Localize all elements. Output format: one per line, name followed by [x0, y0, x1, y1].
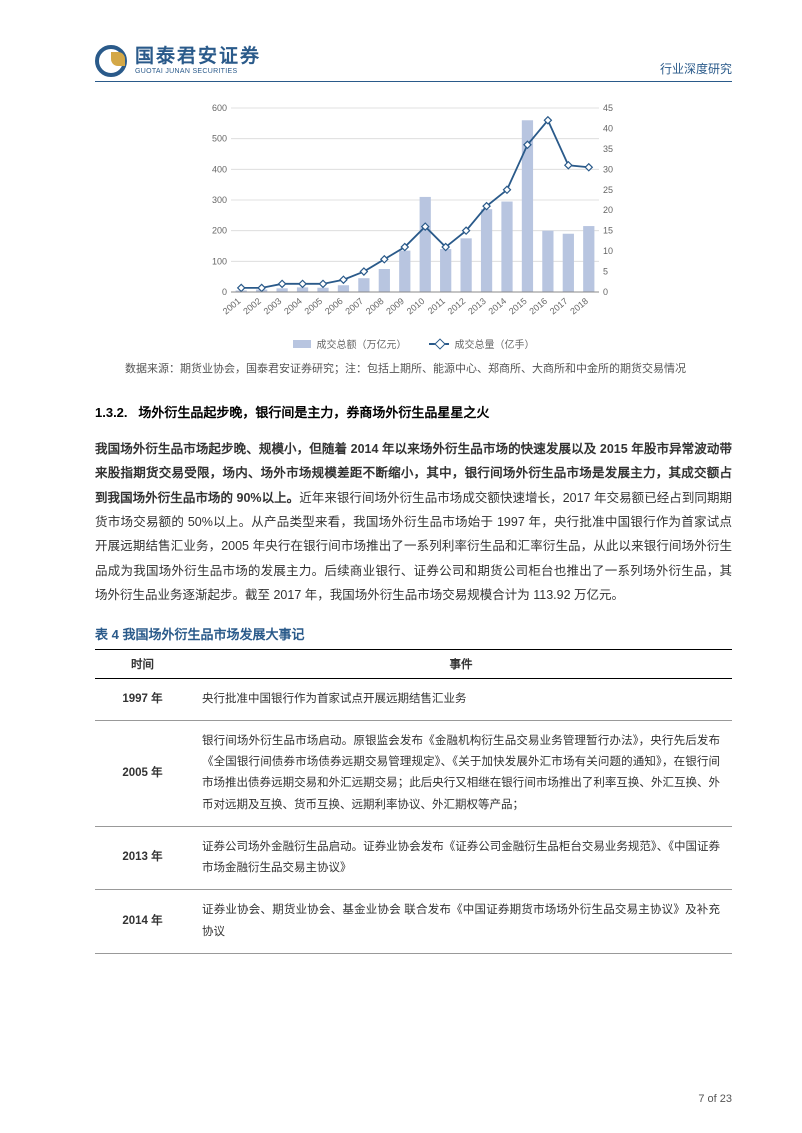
- svg-text:2014: 2014: [486, 296, 508, 317]
- chart-source-note: 数据来源：期货业协会，国泰君安证券研究；注：包括上期所、能源中心、郑商所、大商所…: [125, 359, 702, 380]
- table-row: 2005 年银行间场外衍生品市场启动。原银监会发布《金融机构衍生品交易业务管理暂…: [95, 720, 732, 826]
- svg-text:30: 30: [603, 164, 613, 174]
- section-number: 1.3.2.: [95, 405, 128, 420]
- svg-text:25: 25: [603, 185, 613, 195]
- svg-text:500: 500: [211, 134, 226, 144]
- page-header: 国泰君安证券 GUOTAI JUNAN SECURITIES 行业深度研究: [95, 45, 732, 82]
- table-header-row: 时间 事件: [95, 649, 732, 678]
- svg-text:2012: 2012: [445, 296, 467, 317]
- logo-text-wrap: 国泰君安证券 GUOTAI JUNAN SECURITIES: [135, 47, 261, 75]
- svg-text:2002: 2002: [241, 296, 263, 317]
- svg-text:2004: 2004: [282, 296, 304, 317]
- section-title-text: 场外衍生品起步晚，银行间是主力，券商场外衍生品星星之火: [138, 405, 489, 420]
- svg-text:15: 15: [603, 226, 613, 236]
- svg-text:100: 100: [211, 256, 226, 266]
- milestones-table: 时间 事件 1997 年央行批准中国银行作为首家试点开展远期结售汇业务2005 …: [95, 649, 732, 954]
- svg-text:2017: 2017: [547, 296, 569, 317]
- svg-text:2010: 2010: [404, 296, 426, 317]
- futures-combo-chart: 0 100 200 300 400 500 600 0 5 10 15 20 25 30 35 40 45 200…: [199, 100, 629, 330]
- svg-text:400: 400: [211, 164, 226, 174]
- table-cell-year: 2005 年: [95, 720, 190, 826]
- table-cell-year: 2014 年: [95, 890, 190, 954]
- svg-text:35: 35: [603, 144, 613, 154]
- svg-text:2005: 2005: [302, 296, 324, 317]
- logo-group: 国泰君安证券 GUOTAI JUNAN SECURITIES: [95, 45, 261, 77]
- svg-text:300: 300: [211, 195, 226, 205]
- table-cell-event: 银行间场外衍生品市场启动。原银监会发布《金融机构衍生品交易业务管理暂行办法》，央…: [190, 720, 732, 826]
- page-number: 7 of 23: [698, 1093, 732, 1105]
- svg-text:2006: 2006: [322, 296, 344, 317]
- svg-text:2018: 2018: [568, 296, 590, 317]
- table-cell-year: 1997 年: [95, 678, 190, 720]
- table-row: 2013 年证券公司场外金融衍生品启动。证券业协会发布《证券公司金融衍生品柜台交…: [95, 826, 732, 890]
- logo-text-en: GUOTAI JUNAN SECURITIES: [135, 68, 261, 75]
- body-paragraph: 我国场外衍生品市场起步晚、规模小，但随着 2014 年以来场外衍生品市场的快速发…: [95, 437, 732, 608]
- svg-text:40: 40: [603, 123, 613, 133]
- logo-text-cn: 国泰君安证券: [135, 47, 261, 68]
- legend-bar-swatch: [293, 340, 311, 348]
- svg-text:45: 45: [603, 103, 613, 113]
- svg-text:20: 20: [603, 205, 613, 215]
- svg-text:2013: 2013: [466, 296, 488, 317]
- svg-text:2011: 2011: [425, 296, 446, 316]
- table-row: 1997 年央行批准中国银行作为首家试点开展远期结售汇业务: [95, 678, 732, 720]
- table-col-time: 时间: [95, 649, 190, 678]
- table-cell-event: 证券业协会、期货业协会、基金业协会 联合发布《中国证券期货市场场外衍生品交易主协…: [190, 890, 732, 954]
- company-logo-icon: [95, 45, 127, 77]
- legend-line-label: 成交总量（亿手）: [455, 336, 535, 351]
- section-heading: 1.3.2. 场外衍生品起步晚，银行间是主力，券商场外衍生品星星之火: [95, 402, 732, 421]
- svg-text:0: 0: [221, 287, 226, 297]
- svg-text:2008: 2008: [363, 296, 385, 317]
- table-col-event: 事件: [190, 649, 732, 678]
- table-cell-event: 证券公司场外金融衍生品启动。证券业协会发布《证券公司金融衍生品柜台交易业务规范》…: [190, 826, 732, 890]
- svg-text:2009: 2009: [384, 296, 406, 317]
- svg-text:2001: 2001: [220, 296, 242, 317]
- table-body: 1997 年央行批准中国银行作为首家试点开展远期结售汇业务2005 年银行间场外…: [95, 678, 732, 953]
- svg-text:600: 600: [211, 103, 226, 113]
- table-cell-year: 2013 年: [95, 826, 190, 890]
- svg-text:200: 200: [211, 226, 226, 236]
- legend-line-item: 成交总量（亿手）: [429, 336, 535, 351]
- legend-bar-item: 成交总额（万亿元）: [293, 336, 407, 351]
- legend-line-swatch: [429, 343, 449, 345]
- svg-text:10: 10: [603, 246, 613, 256]
- header-category: 行业深度研究: [660, 60, 732, 77]
- table-cell-event: 央行批准中国银行作为首家试点开展远期结售汇业务: [190, 678, 732, 720]
- body-rest-part: 近年来银行间场外衍生品市场成交额快速增长，2017 年交易额已经占到同期期货市场…: [95, 491, 732, 603]
- svg-text:0: 0: [603, 287, 608, 297]
- svg-text:5: 5: [603, 267, 608, 277]
- chart-svg: 0 100 200 300 400 500 600 0 5 10 15 20 25 30 35 40 45 200…: [199, 100, 629, 330]
- svg-text:2003: 2003: [261, 296, 283, 317]
- table-row: 2014 年证券业协会、期货业协会、基金业协会 联合发布《中国证券期货市场场外衍…: [95, 890, 732, 954]
- svg-text:2007: 2007: [343, 296, 365, 317]
- table-title: 表 4 我国场外衍生品市场发展大事记: [95, 624, 732, 643]
- svg-text:2015: 2015: [506, 296, 528, 317]
- svg-text:2016: 2016: [527, 296, 549, 317]
- chart-legend: 成交总额（万亿元） 成交总量（亿手）: [95, 336, 732, 351]
- legend-bar-label: 成交总额（万亿元）: [317, 336, 407, 351]
